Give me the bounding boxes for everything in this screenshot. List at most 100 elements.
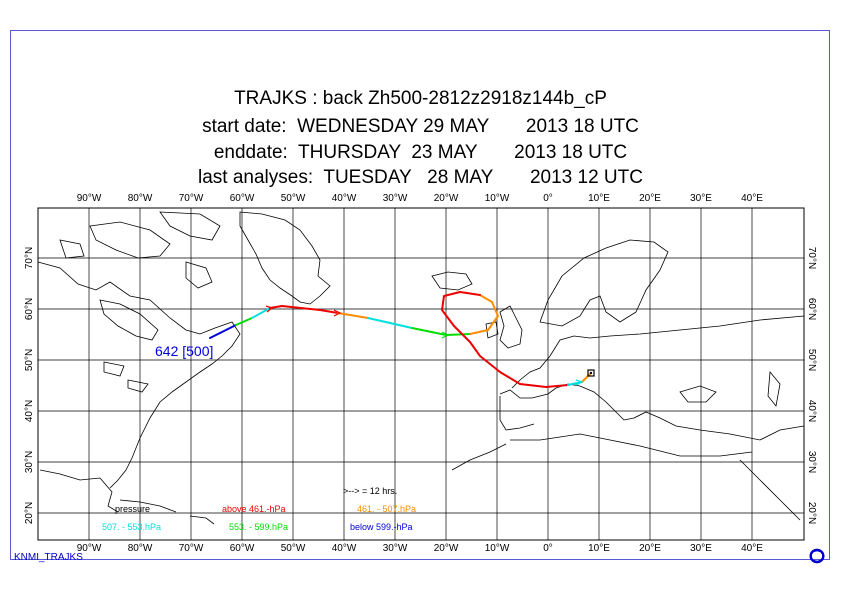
trajectory-arrows [265, 305, 584, 386]
iceland-coast [431, 271, 473, 291]
lon-label: 50°W [281, 193, 306, 204]
gulf-coast [39, 469, 119, 513]
lon-label: 60°W [230, 543, 255, 554]
lat-label: 60°N [24, 298, 35, 320]
trajectory-segment-above-b [441, 291, 569, 388]
trajectory-path [209, 291, 591, 388]
lon-label: 60°W [230, 193, 255, 204]
arctic-island-3 [59, 239, 85, 259]
lon-label: 0° [543, 543, 553, 554]
lon-label: 50°W [281, 543, 306, 554]
lon-label: 40°W [332, 193, 357, 204]
legend-507-553: 507. - 553.hPa [102, 522, 161, 532]
arctic-island-1 [89, 221, 171, 259]
lat-label: 30°N [806, 451, 817, 473]
lon-label: 20°E [639, 543, 661, 554]
title-line-3: enddate: THURSDAY 23 MAY 2013 18 UTC [213, 142, 628, 163]
title-line-1: TRAJKS : back Zh500-2812z2918z144b_cP [234, 88, 607, 109]
lon-label: 40°E [741, 543, 763, 554]
lon-label: 30°E [690, 193, 712, 204]
trajectory-label: 642 [500] [155, 343, 213, 359]
cuba-coast [119, 499, 177, 513]
trajectory-segment-553-599 [235, 317, 253, 326]
lon-label: 20°W [434, 193, 459, 204]
hispaniola-coast [189, 515, 215, 525]
footer-label: KNMI_TRAJKS [14, 552, 83, 563]
trajectory-segment-461-507b [469, 294, 499, 335]
black-sea-coast [679, 385, 717, 403]
lat-label: 50°N [806, 349, 817, 371]
mediterranean-north-coast [499, 383, 805, 441]
latitude-labels-right: 20°N 30°N 40°N 50°N 60°N 70°N [806, 247, 817, 524]
lat-label: 70°N [806, 247, 817, 269]
lon-label: 0° [543, 193, 553, 204]
lat-label: 70°N [24, 247, 35, 269]
hudson-bay-coast [99, 299, 159, 341]
lon-label: 10°W [485, 193, 510, 204]
ecmwf-logo-icon [809, 548, 825, 564]
lon-label: 30°E [690, 543, 712, 554]
legend-arrow-note: >--> = 12 hrs. [343, 486, 397, 496]
great-lakes-2 [127, 379, 149, 393]
lat-label: 40°N [806, 400, 817, 422]
legend-below: below 599.-hPa [350, 522, 413, 532]
map-border [37, 207, 805, 541]
lon-label: 30°W [383, 543, 408, 554]
baffin-coast [185, 261, 213, 289]
lon-label: 90°W [77, 193, 102, 204]
arctic-island-2 [159, 211, 221, 241]
lon-label: 10°W [485, 543, 510, 554]
lon-label: 20°W [434, 543, 459, 554]
africa-west-coast [451, 443, 507, 471]
lon-label: 70°W [179, 193, 204, 204]
lon-label: 40°E [741, 193, 763, 204]
lon-label: 20°E [639, 193, 661, 204]
lat-label: 50°N [24, 349, 35, 371]
greenland-coast [239, 211, 331, 305]
lat-label: 20°N [24, 502, 35, 524]
lon-label: 10°E [588, 193, 610, 204]
lon-label: 90°W [77, 543, 102, 554]
lon-label: 40°W [332, 543, 357, 554]
red-sea-coast [739, 459, 801, 521]
lon-label: 80°W [128, 193, 153, 204]
lat-label: 40°N [24, 400, 35, 422]
lon-label: 80°W [128, 543, 153, 554]
scandinavia-coast [539, 239, 669, 327]
lat-label: 30°N [24, 451, 35, 473]
legend-above: above 461.-hPa [222, 504, 286, 514]
longitude-labels-bottom: 90°W 80°W 70°W 60°W 50°W 40°W 30°W 20°W … [77, 543, 764, 554]
legend-pressure-label: pressure [115, 504, 150, 514]
great-lakes-1 [103, 361, 125, 377]
legend: >--> = 12 hrs. pressure above 461.-hPa 4… [102, 486, 416, 532]
lat-label: 60°N [806, 298, 817, 320]
great-britain-coast [499, 305, 523, 349]
lon-label: 70°W [179, 543, 204, 554]
caspian-coast [767, 370, 781, 407]
parallel-grid [38, 257, 804, 514]
end-point-marker [587, 369, 595, 377]
latitude-labels-left: 20°N 30°N 40°N 50°N 60°N 70°N [24, 247, 35, 524]
lon-label: 30°W [383, 193, 408, 204]
trajectory-segment-507-553 [251, 307, 271, 319]
meridian-grid [88, 208, 753, 540]
north-america-coast [37, 261, 241, 489]
trajectory-segment-below [209, 324, 237, 339]
title-line-2: start date: WEDNESDAY 29 MAY 2013 18 UTC [202, 116, 639, 137]
longitude-labels-top: 90°W 80°W 70°W 60°W 50°W 40°W 30°W 20°W … [77, 193, 764, 204]
legend-461-507: 461. - 507.hPa [357, 504, 416, 514]
europe-north-coast [511, 315, 805, 389]
end-point-dot [589, 371, 593, 375]
trajectory-segment-461-507 [337, 312, 369, 319]
africa-north-coast [510, 433, 753, 457]
chart-frame [10, 30, 830, 560]
iberia-coast [499, 396, 535, 431]
coastlines [37, 211, 805, 525]
trajectory-segment-above [269, 305, 339, 314]
lat-label: 20°N [806, 502, 817, 524]
legend-553-599: 553. - 599.hPa [229, 522, 288, 532]
lon-label: 10°E [588, 543, 610, 554]
trajectory-segment-end [581, 373, 591, 383]
trajectory-segment-507-553b [367, 317, 413, 329]
